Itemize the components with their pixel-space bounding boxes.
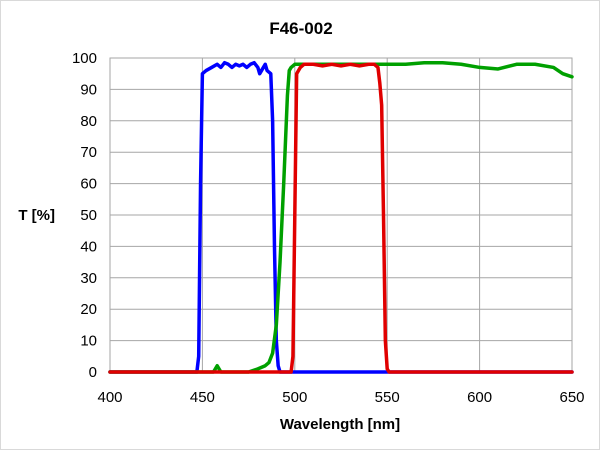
y-tick-label-0: 0 xyxy=(89,364,97,381)
x-tick-label-650: 650 xyxy=(559,389,584,406)
y-tick-labels: 0 10 20 30 40 50 60 70 80 90 100 xyxy=(72,50,97,381)
y-tick-label-90: 90 xyxy=(80,81,97,98)
x-tick-label-500: 500 xyxy=(282,389,307,406)
y-tick-label-40: 40 xyxy=(80,238,97,255)
y-tick-label-60: 60 xyxy=(80,176,97,193)
series-line-1 xyxy=(108,60,574,374)
x-tick-label-450: 450 xyxy=(190,389,215,406)
chart-title: F46-002 xyxy=(269,19,332,38)
y-tick-label-50: 50 xyxy=(80,207,97,224)
series-group xyxy=(108,60,574,374)
x-tick-label-400: 400 xyxy=(97,389,122,406)
gridlines xyxy=(109,57,573,373)
y-tick-label-80: 80 xyxy=(80,113,97,130)
y-axis-label: T [%] xyxy=(18,207,55,224)
x-axis-label: Wavelength [nm] xyxy=(280,416,400,433)
y-tick-label-100: 100 xyxy=(72,50,97,67)
y-tick-label-20: 20 xyxy=(80,301,97,318)
series-line-3 xyxy=(108,62,574,374)
y-tick-label-70: 70 xyxy=(80,144,97,161)
x-tick-label-550: 550 xyxy=(375,389,400,406)
y-tick-label-30: 30 xyxy=(80,270,97,287)
x-tick-labels: 400 450 500 550 600 650 xyxy=(97,389,584,406)
y-tick-label-10: 10 xyxy=(80,333,97,350)
series-line-2 xyxy=(108,60,574,374)
x-tick-label-600: 600 xyxy=(467,389,492,406)
